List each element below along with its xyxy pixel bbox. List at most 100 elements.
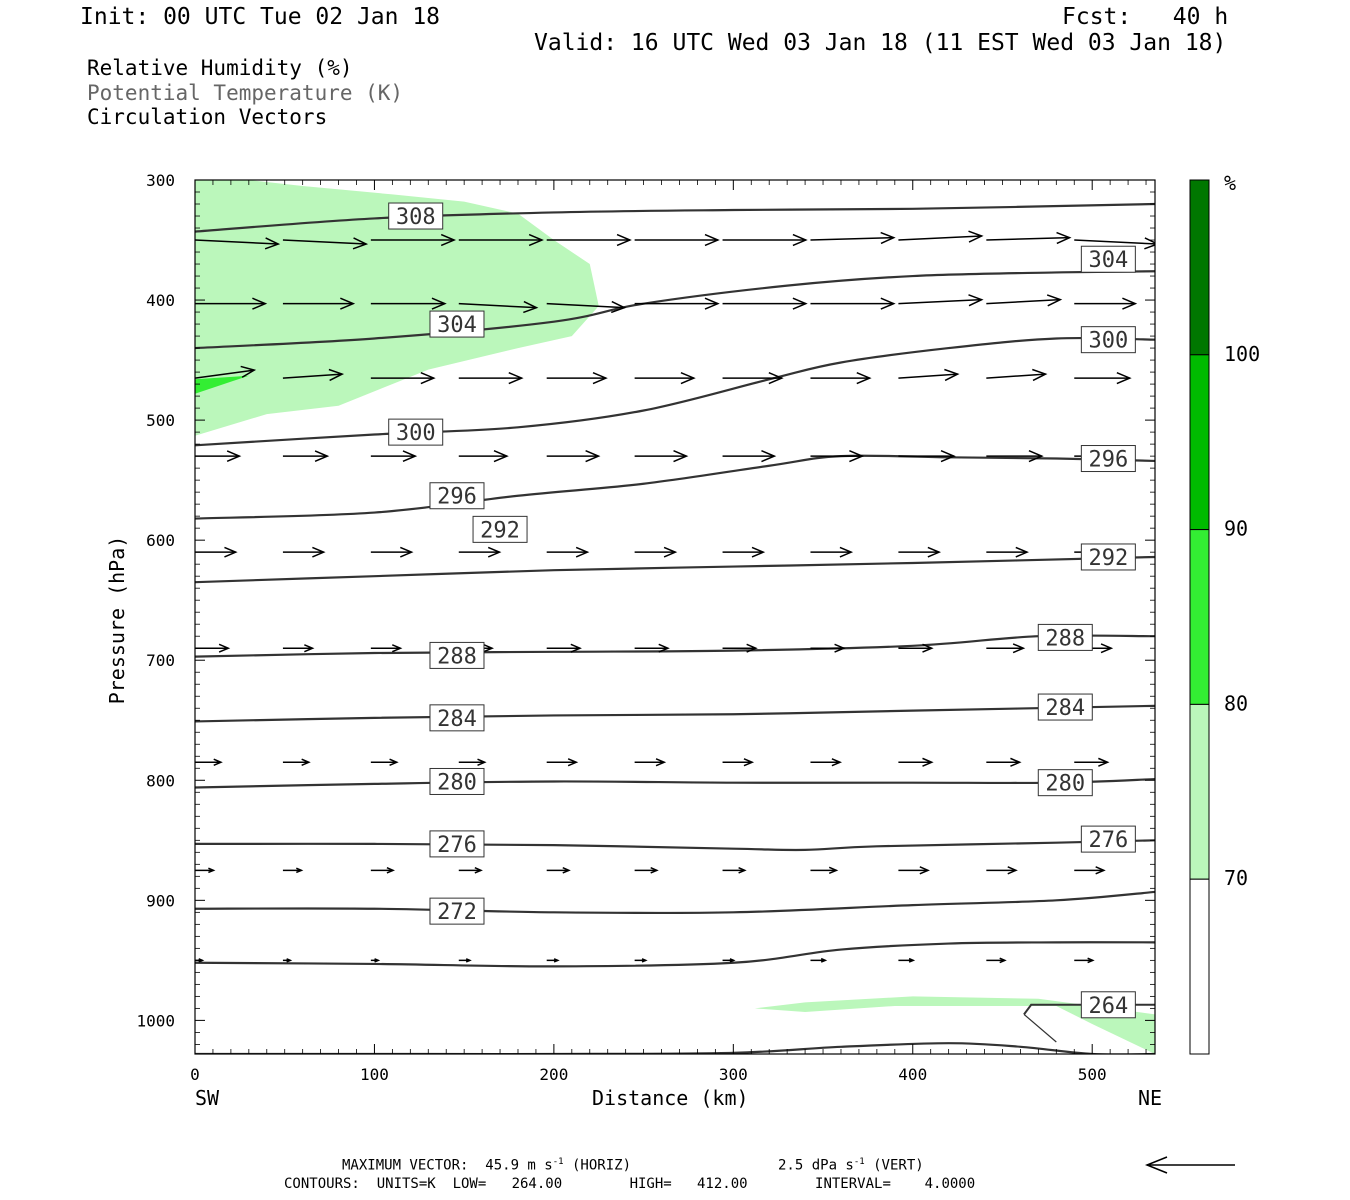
contour-label-284: 284 [429,704,485,732]
vector-690-294 [722,643,758,653]
colorbar-label-100: 100 [1224,342,1260,366]
vector-530-245 [634,449,689,463]
contour-label-288: 288 [429,641,485,669]
vector-690-0 [195,643,231,653]
contour-300 [195,336,1155,447]
svg-text:292: 292 [480,518,520,543]
vector-530-49 [282,450,330,463]
vector-403-343 [810,297,896,310]
svg-text:288: 288 [1045,626,1085,651]
vector-875-147 [458,867,483,874]
vector-465-147 [458,371,524,385]
x-end-left: SW [195,1086,220,1110]
contour-label-276: 276 [1080,825,1136,853]
reference-vector-head [1144,1156,1168,1174]
init-time: Init: 00 UTC Tue 02 Jan 18 [80,4,441,30]
vector-690-196 [546,643,582,653]
contour-304 [195,270,1155,350]
vector-785-98 [370,758,399,766]
vector-690-245 [634,643,670,653]
contour-264-branch [1023,1013,1057,1043]
svg-text:284: 284 [1045,696,1085,721]
colorbar-label-90: 90 [1224,517,1248,541]
vector-690-98 [370,644,403,653]
rh-region-0 [195,180,599,436]
footer-vert-vector: 2.5 dPa s-1 (VERT) [778,1157,924,1174]
vector-350-245 [634,233,720,247]
forecast-hour: Fcst: 40 h [1062,4,1229,30]
vector-950-441 [986,957,1007,964]
x-tick-label-100: 100 [360,1065,389,1084]
vector-403-147 [458,300,539,314]
vector-530-343 [810,449,865,463]
vector-610-0 [195,546,238,558]
vector-530-147 [458,449,509,463]
vector-350-294 [722,233,808,247]
theta-contours [195,202,1155,1054]
contour-label-304: 304 [1080,245,1136,273]
svg-text:288: 288 [437,644,477,669]
vector-785-343 [810,758,843,767]
colorbar-label-80: 80 [1224,691,1248,715]
vector-950-49 [282,958,293,963]
y-tick-label-900: 900 [146,891,175,910]
vector-350-441 [986,231,1072,245]
rh-region-1 [195,375,249,394]
svg-text:264: 264 [1088,994,1128,1019]
colorbar-label-70: 70 [1224,866,1248,890]
vector-403-98 [370,297,447,310]
contour-284 [195,704,1155,723]
colorbar-segment-0 [1189,179,1210,356]
y-tick-label-300: 300 [146,171,175,190]
vector-785-49 [282,758,311,766]
svg-text:304: 304 [1088,248,1128,273]
contour-label-284: 284 [1037,693,1093,721]
vector-610-98 [370,546,414,558]
contour-296 [195,454,1155,520]
contour-268 [195,941,1155,968]
vector-610-392 [898,546,942,558]
svg-text:296: 296 [437,485,477,510]
svg-text:300: 300 [396,421,436,446]
vector-610-49 [282,546,326,558]
vector-465-441 [986,368,1048,382]
vector-465-245 [634,371,696,385]
vector-530-441 [986,449,1044,463]
contour-label-280: 280 [429,767,485,795]
vector-350-343 [810,231,896,245]
vector-350-0 [195,237,281,250]
contour-280 [195,777,1155,789]
vector-465-196 [546,371,608,385]
vector-875-98 [370,867,395,874]
legend-vectors: Circulation Vectors [87,105,328,129]
vector-350-98 [370,233,457,247]
vector-610-245 [634,546,678,558]
colorbar-segment-3 [1189,703,1210,880]
footer-max-vector: MAXIMUM VECTOR: 45.9 m s-1 (HORIZ) [342,1157,631,1174]
vector-610-196 [546,546,590,558]
vector-950-490 [1074,957,1095,964]
y-tick-label-800: 800 [146,771,175,790]
vector-785-441 [986,757,1022,767]
vector-350-147 [458,233,544,247]
svg-text:276: 276 [1088,828,1128,853]
vector-690-392 [898,643,934,653]
footer-contours: CONTOURS: UNITS=K LOW= 264.00 HIGH= 412.… [284,1176,976,1192]
contour-label-264: 264 [1080,991,1136,1019]
svg-text:280: 280 [1045,772,1085,797]
colorbar-unit: % [1224,171,1236,195]
x-end-right: NE [1138,1086,1163,1110]
vector-350-49 [282,237,369,250]
vector-530-98 [370,450,418,463]
vector-350-392 [898,230,984,243]
rh-shading [195,180,1155,1054]
colorbar-segment-2 [1189,529,1210,705]
vector-785-490 [1074,757,1110,767]
x-tick-label-200: 200 [539,1065,568,1084]
vector-785-196 [546,758,579,767]
vector-465-490 [1074,371,1132,385]
vector-403-196 [546,300,627,314]
contour-label-272: 272 [429,897,485,925]
vector-785-147 [458,758,487,766]
contour-308 [195,202,1155,233]
